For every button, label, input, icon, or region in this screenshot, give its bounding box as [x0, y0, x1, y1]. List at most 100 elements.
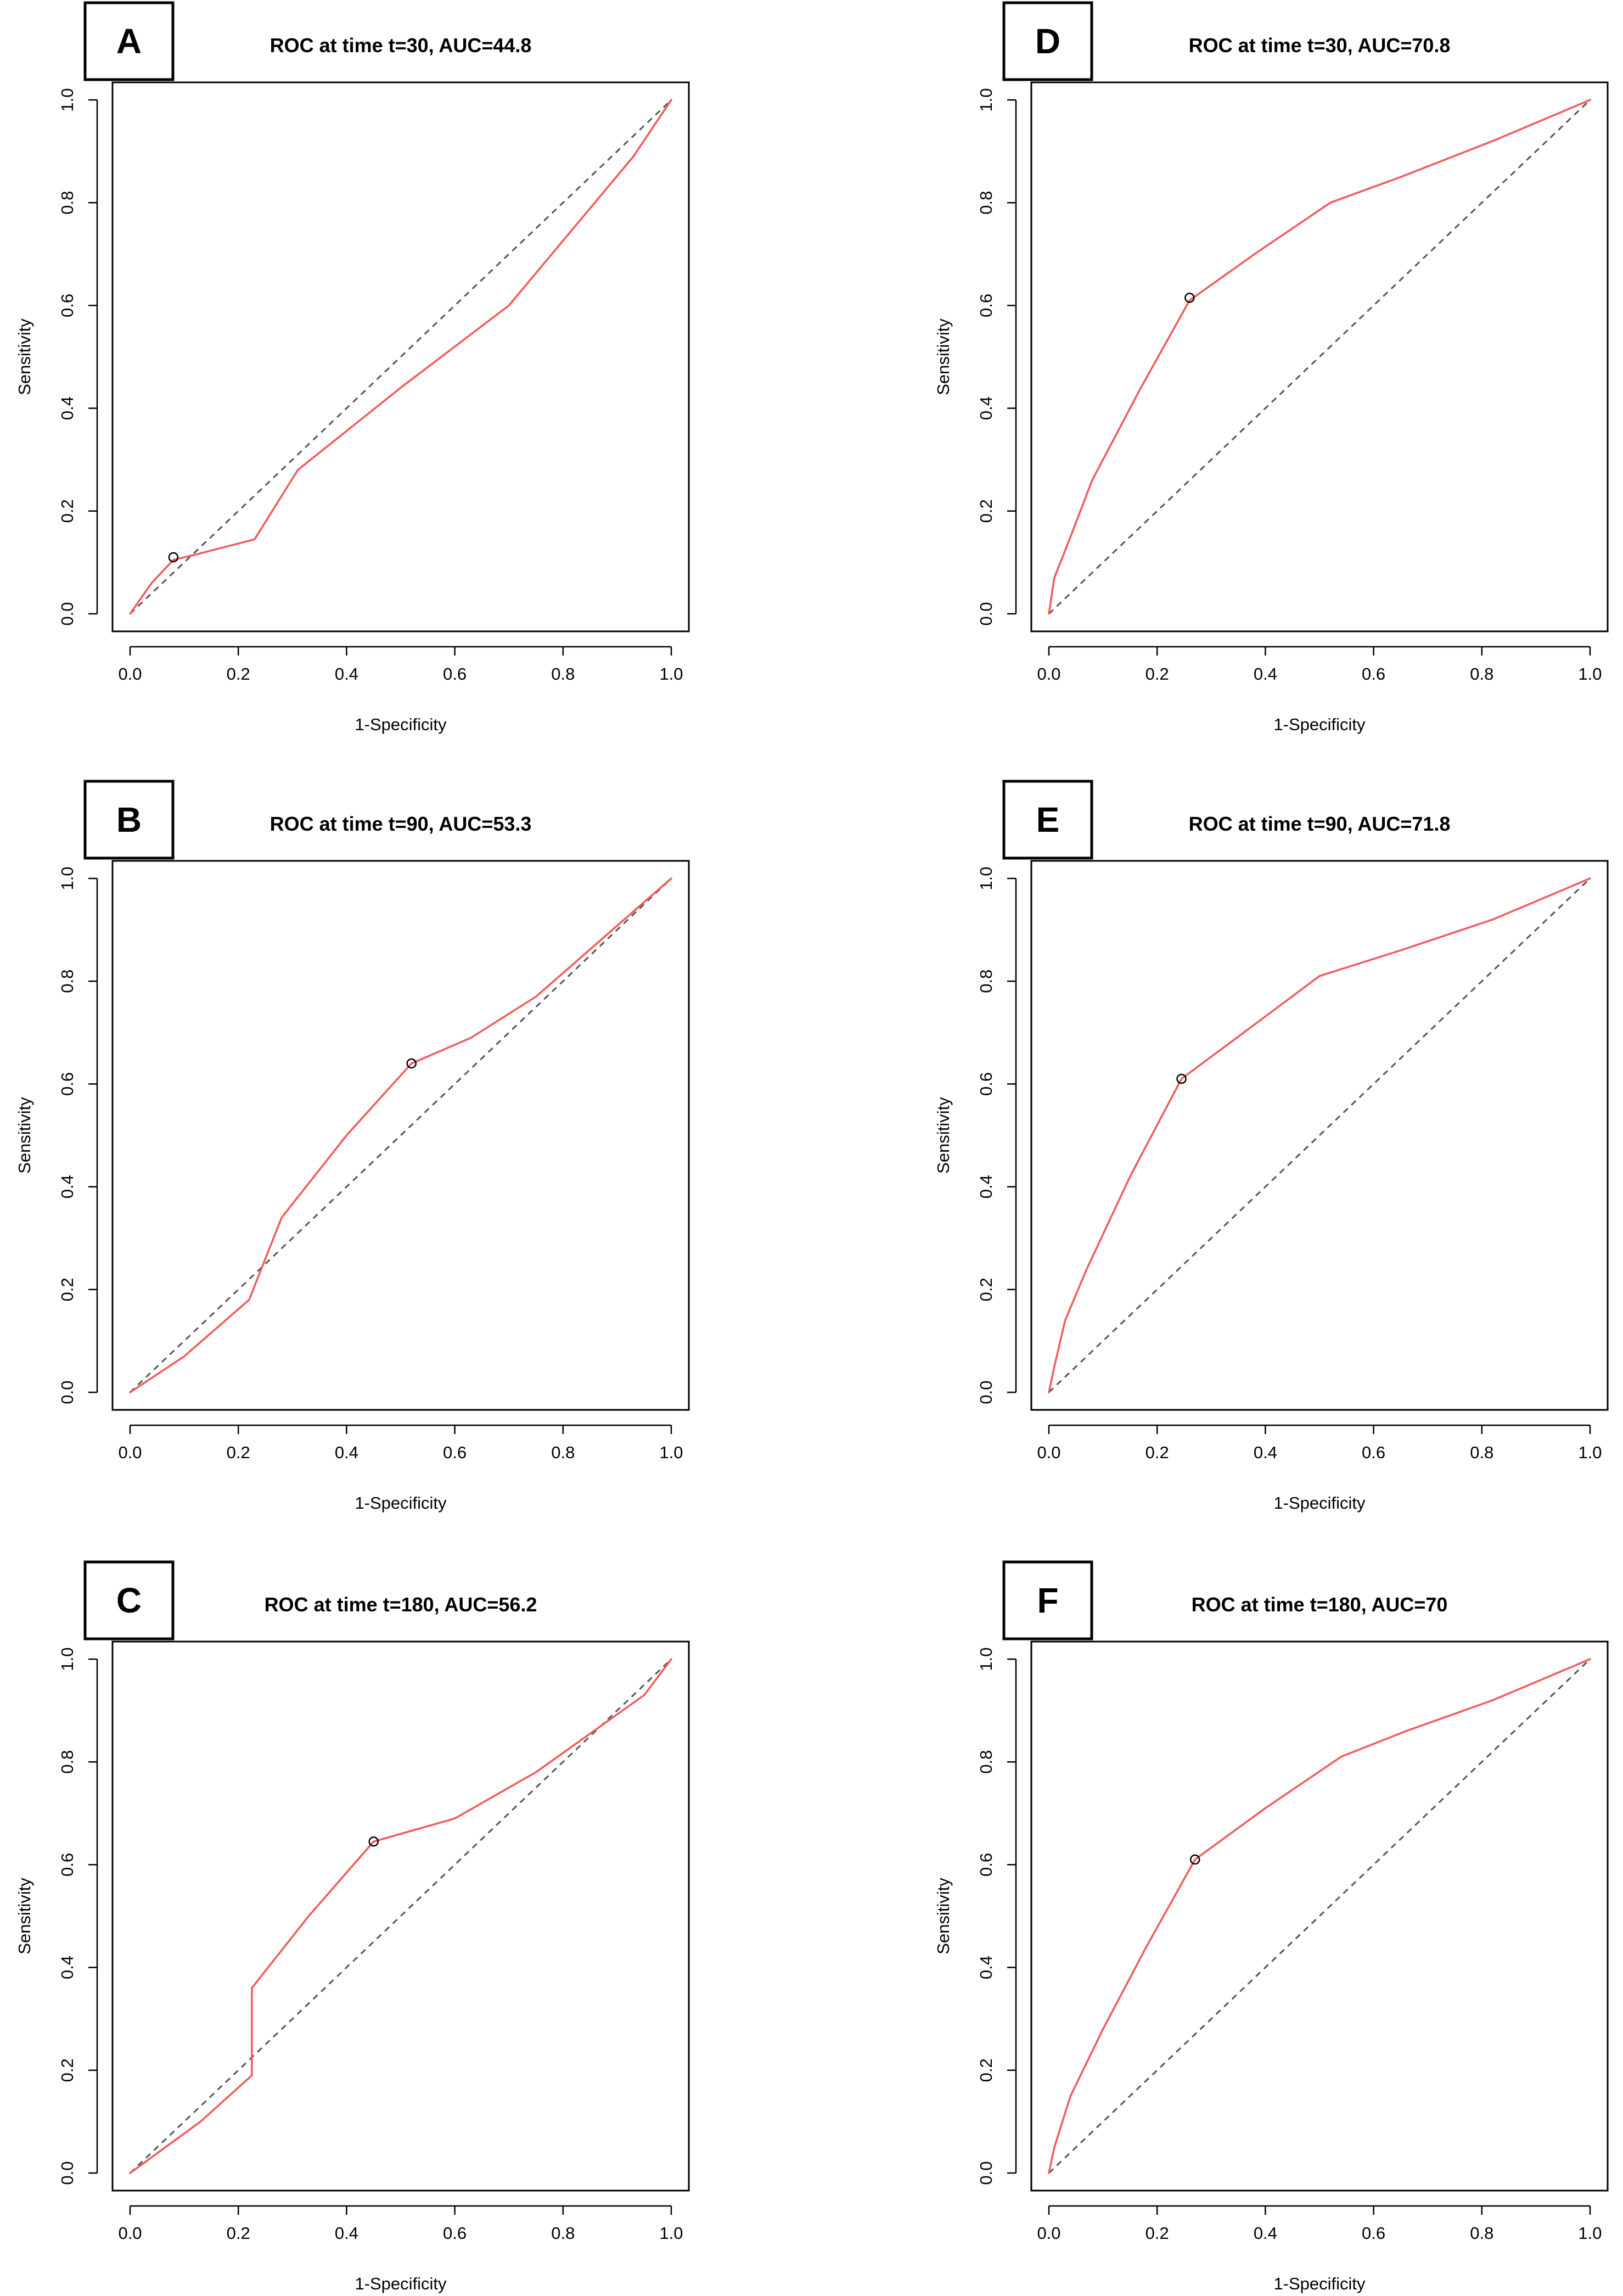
chart-panel-c: C ROC at time t=180, AUC=56.2 0.0 0.2 0.4 0.6…: [15, 1560, 690, 2293]
y-tick-label: 0.0: [976, 602, 996, 625]
panel-label-box: [1002, 1, 1093, 81]
y-tick-label: 0.8: [58, 970, 77, 993]
y-tick-label: 0.6: [58, 294, 77, 317]
chart-panel-e: E ROC at time t=90, AUC=71.8 0.0 0.2 0.4 0.6 0…: [934, 780, 1609, 1513]
reference-diagonal-line: [1048, 99, 1591, 615]
x-tick-label: 0.8: [551, 1443, 575, 1462]
y-tick-label: 0.6: [976, 1072, 996, 1096]
x-tick-label: 0.0: [118, 2224, 142, 2243]
x-tick-label: 0.6: [443, 664, 467, 684]
x-tick-label: 0.2: [1145, 664, 1169, 684]
plot-frame: [1030, 1640, 1609, 2192]
reference-diagonal-line: [1048, 1658, 1591, 2174]
y-tick-label: 0.8: [58, 191, 77, 215]
plot-frame: [1030, 860, 1609, 1411]
y-tick-label: 0.4: [58, 1956, 77, 1979]
y-tick-label: 0.4: [976, 1175, 996, 1199]
x-axis-title: 1-Specificity: [355, 715, 447, 734]
panel-label-box: [83, 1, 175, 81]
x-tick-label: 0.6: [443, 1443, 467, 1462]
cutoff-point-marker: [168, 552, 179, 563]
y-tick-label: 0.2: [58, 1278, 77, 1301]
reference-diagonal-line: [129, 99, 672, 615]
y-tick-label: 0.4: [976, 396, 996, 420]
y-axis-title: Sensitivity: [15, 1878, 34, 1955]
x-tick-label: 0.4: [335, 664, 358, 684]
y-tick-label: 0.2: [976, 2058, 996, 2082]
x-tick-label: 0.8: [1470, 664, 1493, 684]
x-tick-label: 0.0: [1037, 1443, 1060, 1462]
y-tick-label: 0.0: [58, 2161, 77, 2185]
y-axis-title: Sensitivity: [15, 318, 34, 395]
y-tick-label: 0.6: [58, 1853, 77, 1877]
x-axis-title: 1-Specificity: [355, 1493, 447, 1513]
x-tick-label: 1.0: [1578, 2224, 1602, 2243]
y-axis-title: Sensitivity: [934, 318, 953, 395]
y-tick-label: 0.0: [976, 1380, 996, 1404]
y-tick-label: 0.8: [976, 1750, 996, 1774]
y-tick-label: 0.6: [58, 1072, 77, 1096]
chart-title: ROC at time t=180, AUC=56.2: [265, 1593, 537, 1616]
x-tick-label: 0.2: [1145, 2224, 1169, 2243]
x-axis-title: 1-Specificity: [1273, 1493, 1366, 1513]
y-axis-title: Sensitivity: [934, 1097, 953, 1174]
y-tick-label: 0.4: [58, 1175, 77, 1199]
y-tick-label: 0.6: [976, 294, 996, 317]
x-tick-label: 1.0: [659, 2224, 683, 2243]
x-tick-label: 0.6: [443, 2224, 467, 2243]
roc-curve-line: [1048, 1658, 1591, 2174]
x-tick-label: 1.0: [659, 664, 683, 684]
y-tick-label: 1.0: [58, 1647, 77, 1671]
x-tick-label: 0.2: [227, 1443, 250, 1462]
roc-curve-line: [129, 1658, 672, 2174]
panel-label-box: [83, 780, 175, 860]
roc-curve-line: [129, 877, 672, 1393]
x-axis-title: 1-Specificity: [355, 2274, 447, 2293]
panel-label-box: [1002, 1560, 1093, 1640]
x-tick-label: 0.4: [1254, 2224, 1277, 2243]
x-tick-label: 0.4: [1254, 1443, 1277, 1462]
plot-frame: [111, 81, 690, 632]
roc-curve-line: [129, 99, 672, 615]
y-tick-label: 1.0: [58, 88, 77, 111]
x-axis-title: 1-Specificity: [1273, 715, 1366, 734]
chart-title: ROC at time t=90, AUC=71.8: [1189, 813, 1451, 835]
x-tick-label: 0.4: [335, 2224, 358, 2243]
x-axis-title: 1-Specificity: [1273, 2274, 1366, 2293]
x-tick-label: 0.2: [227, 2224, 250, 2243]
x-tick-label: 0.0: [1037, 2224, 1060, 2243]
x-tick-label: 0.0: [118, 1443, 142, 1462]
roc-curve-line: [1048, 99, 1591, 615]
x-tick-label: 1.0: [1578, 1443, 1602, 1462]
x-tick-label: 0.4: [1254, 664, 1277, 684]
cutoff-point-marker: [1176, 1073, 1187, 1084]
reference-diagonal-line: [1048, 877, 1591, 1393]
y-tick-label: 0.2: [58, 499, 77, 523]
x-tick-label: 0.2: [227, 664, 250, 684]
x-tick-label: 0.6: [1362, 664, 1385, 684]
panels-group: A ROC at time t=30, AUC=44.8 0.0 0.2 0.4 0.6 0…: [15, 1, 1609, 2293]
x-tick-label: 0.8: [551, 2224, 575, 2243]
x-tick-label: 0.4: [335, 1443, 358, 1462]
reference-diagonal-line: [129, 877, 672, 1393]
x-tick-label: 0.0: [118, 664, 142, 684]
panel-letter: C: [116, 1581, 142, 1620]
y-tick-label: 0.8: [976, 970, 996, 993]
panel-letter: F: [1037, 1581, 1058, 1620]
reference-diagonal-line: [129, 1658, 672, 2174]
chart-panel-b: B ROC at time t=90, AUC=53.3 0.0 0.2 0.4 0.6 0…: [15, 780, 690, 1513]
y-tick-label: 0.0: [58, 602, 77, 625]
panel-label-box: [83, 1560, 175, 1640]
panel-letter: E: [1036, 800, 1060, 839]
chart-panel-a: A ROC at time t=30, AUC=44.8 0.0 0.2 0.4 0.6 0…: [15, 1, 690, 734]
y-axis-title: Sensitivity: [934, 1878, 953, 1955]
chart-panel-d: D ROC at time t=30, AUC=70.8 0.0 0.2 0.4 0.6 0…: [934, 1, 1609, 734]
x-tick-label: 0.6: [1362, 2224, 1385, 2243]
y-tick-label: 0.4: [58, 396, 77, 420]
x-tick-label: 0.6: [1362, 1443, 1385, 1462]
y-tick-label: 0.2: [976, 499, 996, 523]
y-tick-label: 0.6: [976, 1853, 996, 1877]
cutoff-point-marker: [406, 1058, 417, 1069]
y-tick-label: 0.8: [58, 1750, 77, 1774]
